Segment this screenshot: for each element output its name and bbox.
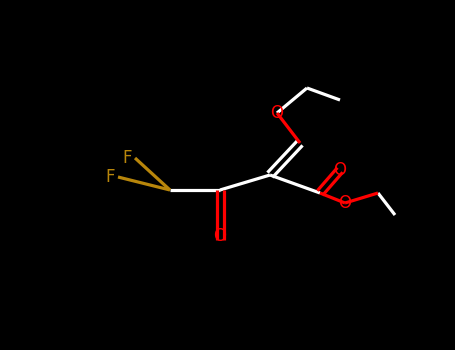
- Text: F: F: [122, 149, 132, 167]
- Text: O: O: [213, 227, 227, 245]
- Text: F: F: [105, 168, 115, 186]
- Text: O: O: [271, 104, 283, 122]
- Text: O: O: [334, 161, 347, 179]
- Text: O: O: [339, 194, 352, 212]
